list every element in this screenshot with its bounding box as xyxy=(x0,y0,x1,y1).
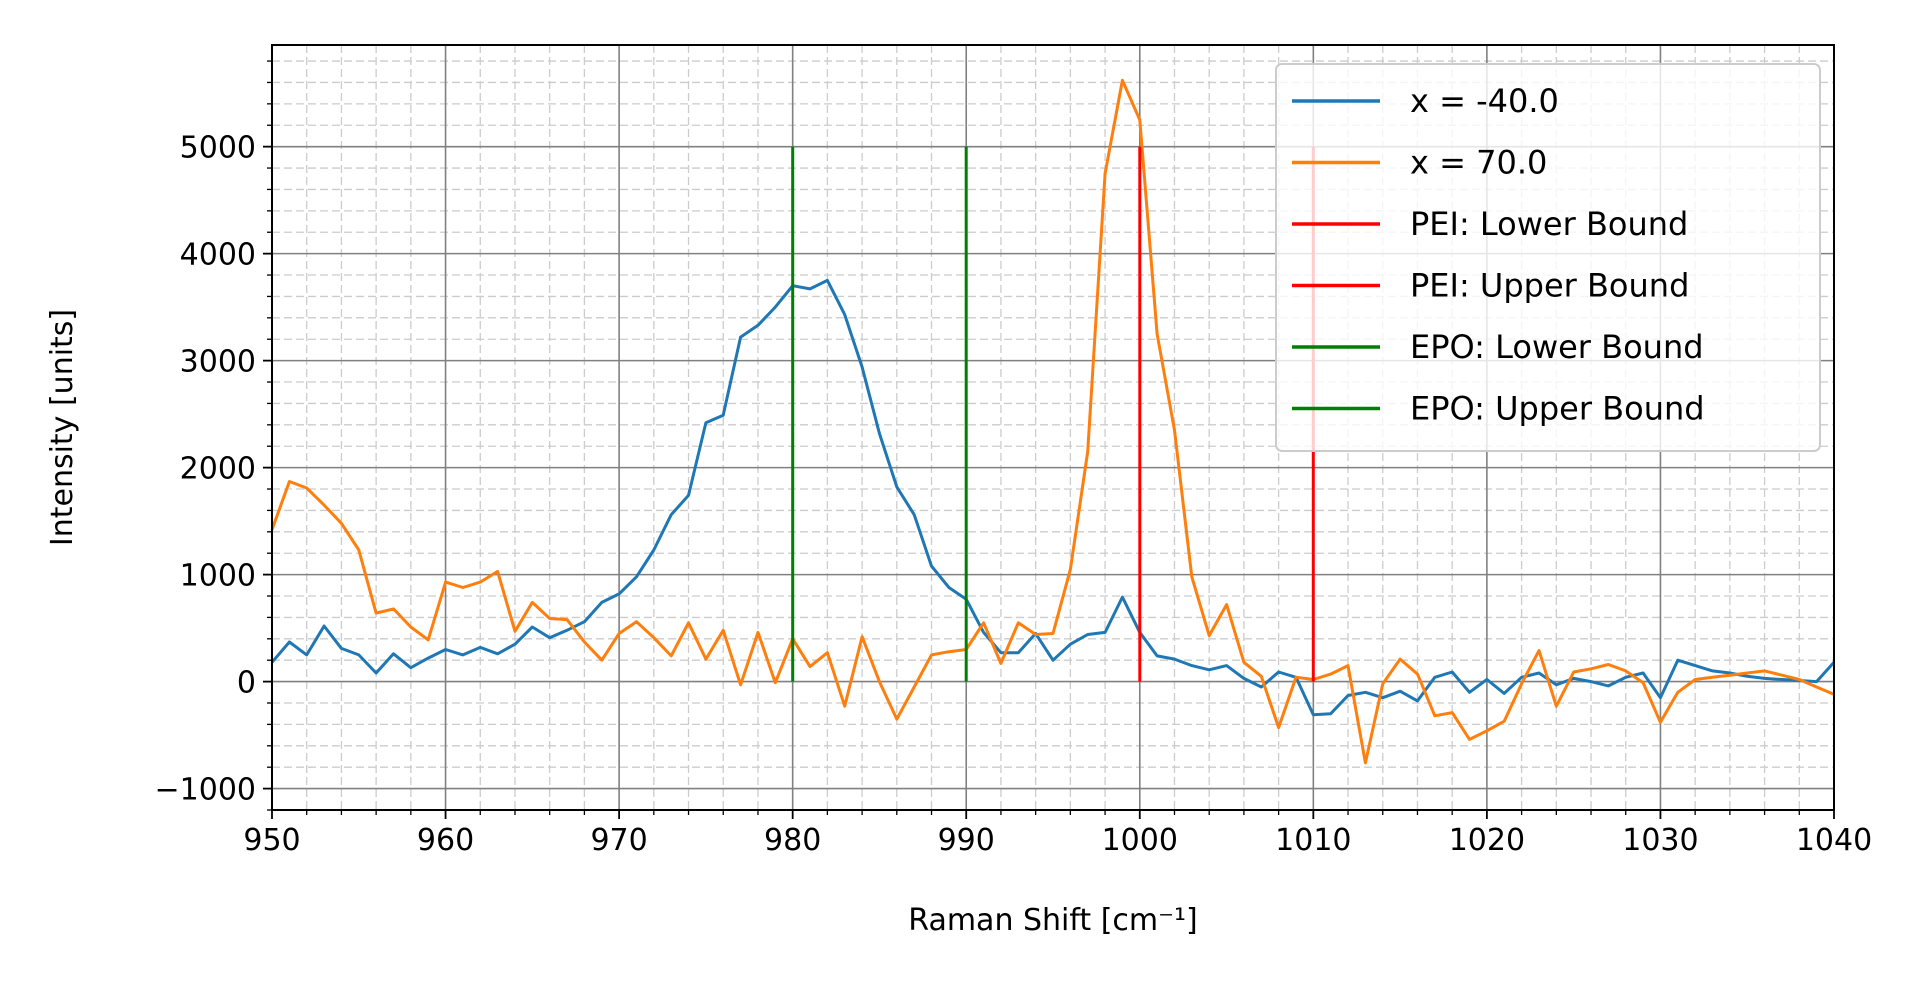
legend-label: x = -40.0 xyxy=(1410,82,1559,120)
x-tick-label: 1000 xyxy=(1102,823,1178,858)
x-tick-label: 980 xyxy=(764,823,821,858)
x-tick-label: 950 xyxy=(243,823,300,858)
x-tick-label: 960 xyxy=(417,823,474,858)
y-tick-label: −1000 xyxy=(155,773,256,808)
legend-label: EPO: Upper Bound xyxy=(1410,390,1705,428)
y-tick-label: 0 xyxy=(237,666,256,701)
legend-label: PEI: Lower Bound xyxy=(1410,205,1688,243)
y-axis-label: Intensity [units] xyxy=(45,309,80,546)
x-tick-label: 970 xyxy=(590,823,647,858)
legend-label: EPO: Lower Bound xyxy=(1410,328,1704,366)
y-tick-label: 1000 xyxy=(180,559,256,594)
legend-label: PEI: Upper Bound xyxy=(1410,267,1689,305)
legend: x = -40.0 x = 70.0 PEI: Lower Bound PEI: Up… xyxy=(1275,63,1821,452)
x-tick-label: 1030 xyxy=(1622,823,1698,858)
legend-box xyxy=(1275,63,1821,452)
x-axis-label: Raman Shift [cm⁻¹] xyxy=(908,903,1197,938)
axes: 950 960 970 980 990 1000 1010 1020 1030 1040 −1000… xyxy=(45,44,1872,938)
x-tick-label: 1040 xyxy=(1796,823,1872,858)
x-tick-label: 1020 xyxy=(1449,823,1525,858)
y-tick-label: 2000 xyxy=(180,452,256,487)
series-line-1 xyxy=(272,278,1834,717)
y-tick-label: 5000 xyxy=(180,131,256,166)
series-line-2 xyxy=(272,78,1834,765)
plot-frame xyxy=(271,44,1835,811)
y-tick-label: 3000 xyxy=(180,345,256,380)
x-tick-label: 1010 xyxy=(1275,823,1351,858)
y-tick-label: 4000 xyxy=(180,238,256,273)
legend-label: x = 70.0 xyxy=(1410,144,1547,182)
x-tick-label: 990 xyxy=(938,823,995,858)
